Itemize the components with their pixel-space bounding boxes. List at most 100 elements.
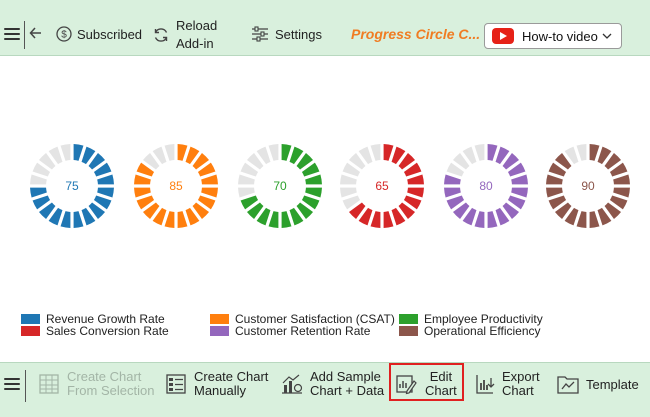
edit-chart-button[interactable]: Edit Chart	[395, 370, 457, 398]
progress-segment-filled	[136, 162, 155, 177]
progress-segment-filled	[609, 162, 628, 177]
create-manually-line2: Manually	[194, 383, 247, 398]
progress-segment-filled	[613, 174, 630, 185]
progress-value-label: 75	[65, 179, 79, 193]
template-icon	[557, 376, 579, 394]
progress-segment-filled	[548, 195, 567, 210]
progress-segment-empty	[38, 152, 56, 170]
edit-chart-highlight	[389, 363, 464, 401]
progress-value-label: 70	[273, 179, 287, 193]
progress-segment-filled	[177, 144, 188, 161]
progress-segment-empty	[342, 162, 361, 177]
progress-segment-filled	[30, 187, 47, 198]
progress-segment-filled	[60, 211, 71, 228]
progress-segment-filled	[305, 174, 322, 185]
howto-video-dropdown[interactable]: How-to video	[484, 23, 622, 49]
progress-segment-filled	[502, 152, 520, 170]
progress-segment-filled	[564, 207, 579, 226]
legend-item: Revenue Growth Rate	[21, 312, 165, 326]
arrow-left-icon	[29, 27, 41, 39]
progress-segment-filled	[152, 207, 167, 226]
legend-label: Revenue Growth Rate	[46, 312, 165, 326]
progress-segment-empty	[30, 174, 47, 185]
progress-segment-filled	[507, 162, 526, 177]
progress-segment-filled	[452, 202, 470, 220]
settings-button[interactable]: Settings	[251, 26, 322, 42]
export-chart-button[interactable]: Export Chart	[474, 370, 540, 398]
progress-segment-empty	[256, 146, 271, 165]
edit-chart-icon	[396, 375, 417, 395]
progress-segment-empty	[60, 144, 71, 161]
progress-segment-filled	[444, 174, 461, 185]
progress-segment-filled	[289, 207, 304, 226]
progress-segment-filled	[289, 146, 304, 165]
create-chart-from-selection-button[interactable]: Create Chart From Selection	[38, 370, 154, 398]
progress-segment-filled	[164, 211, 175, 228]
progress-segment-filled	[281, 144, 292, 161]
progress-segment-filled	[185, 146, 200, 165]
progress-segment-filled	[391, 146, 406, 165]
legend-swatch	[210, 314, 229, 324]
progress-segment-filled	[48, 207, 63, 226]
progress-value-label: 90	[581, 179, 595, 193]
progress-segment-filled	[398, 202, 416, 220]
progress-segment-filled	[197, 162, 216, 177]
add-sample-line1: Add Sample	[310, 369, 381, 384]
progress-segment-filled	[81, 207, 96, 226]
progress-segment-filled	[589, 211, 600, 228]
progress-segment-empty	[340, 174, 357, 185]
progress-segment-filled	[507, 195, 526, 210]
progress-segment-filled	[444, 187, 461, 198]
progress-segment-empty	[370, 144, 381, 161]
progress-segment-filled	[554, 202, 572, 220]
progress-segment-filled	[609, 195, 628, 210]
edit-line1: Edit	[429, 369, 453, 384]
progress-segment-filled	[97, 174, 114, 185]
progress-segment-empty	[340, 187, 357, 198]
progress-segment-filled	[32, 195, 51, 210]
menu-button[interactable]	[4, 28, 20, 40]
subscribed-button[interactable]: $ Subscribed	[56, 26, 142, 42]
legend-label: Operational Efficiency	[424, 324, 541, 338]
progress-segment-filled	[604, 152, 622, 170]
top-toolbar: $ Subscribed Reload Add-in Settings Prog…	[0, 0, 650, 56]
youtube-icon	[492, 28, 514, 44]
progress-segment-filled	[474, 211, 485, 228]
create-chart-manually-button[interactable]: Create Chart Manually	[165, 370, 268, 398]
progress-segment-empty	[246, 152, 264, 170]
template-button[interactable]: Template	[556, 373, 639, 395]
progress-value-label: 80	[479, 179, 493, 193]
progress-segment-filled	[305, 187, 322, 198]
progress-segment-filled	[597, 207, 612, 226]
progress-segment-filled	[462, 207, 477, 226]
table-grid-icon	[39, 374, 59, 394]
progress-segment-filled	[268, 211, 279, 228]
progress-segment-filled	[256, 207, 271, 226]
progress-segment-filled	[370, 211, 381, 228]
progress-segment-filled	[301, 195, 320, 210]
legend-label: Employee Productivity	[424, 312, 543, 326]
progress-segment-empty	[342, 195, 361, 210]
progress-segment-filled	[73, 211, 84, 228]
progress-segment-filled	[487, 211, 498, 228]
progress-segment-empty	[446, 162, 465, 177]
progress-segment-filled	[511, 187, 528, 198]
progress-segment-empty	[358, 146, 373, 165]
legend-item: Sales Conversion Rate	[21, 324, 169, 338]
progress-segment-filled	[495, 146, 510, 165]
progress-segment-filled	[597, 146, 612, 165]
howto-label: How-to video	[522, 28, 598, 44]
legend-swatch	[210, 326, 229, 336]
progress-segment-filled	[73, 144, 84, 161]
progress-segment-filled	[391, 207, 406, 226]
legend-swatch	[399, 314, 418, 324]
add-sample-chart-button[interactable]: Add Sample Chart + Data	[280, 370, 384, 398]
back-button[interactable]	[29, 26, 43, 40]
bottom-menu-button[interactable]	[4, 378, 20, 390]
create-selection-line1: Create Chart	[67, 369, 142, 384]
progress-segment-filled	[201, 187, 218, 198]
progress-segment-filled	[97, 187, 114, 198]
reload-addin-button[interactable]: Reload Add-in	[152, 18, 217, 51]
chevron-down-icon	[602, 33, 612, 39]
progress-ring: 65	[340, 144, 424, 228]
